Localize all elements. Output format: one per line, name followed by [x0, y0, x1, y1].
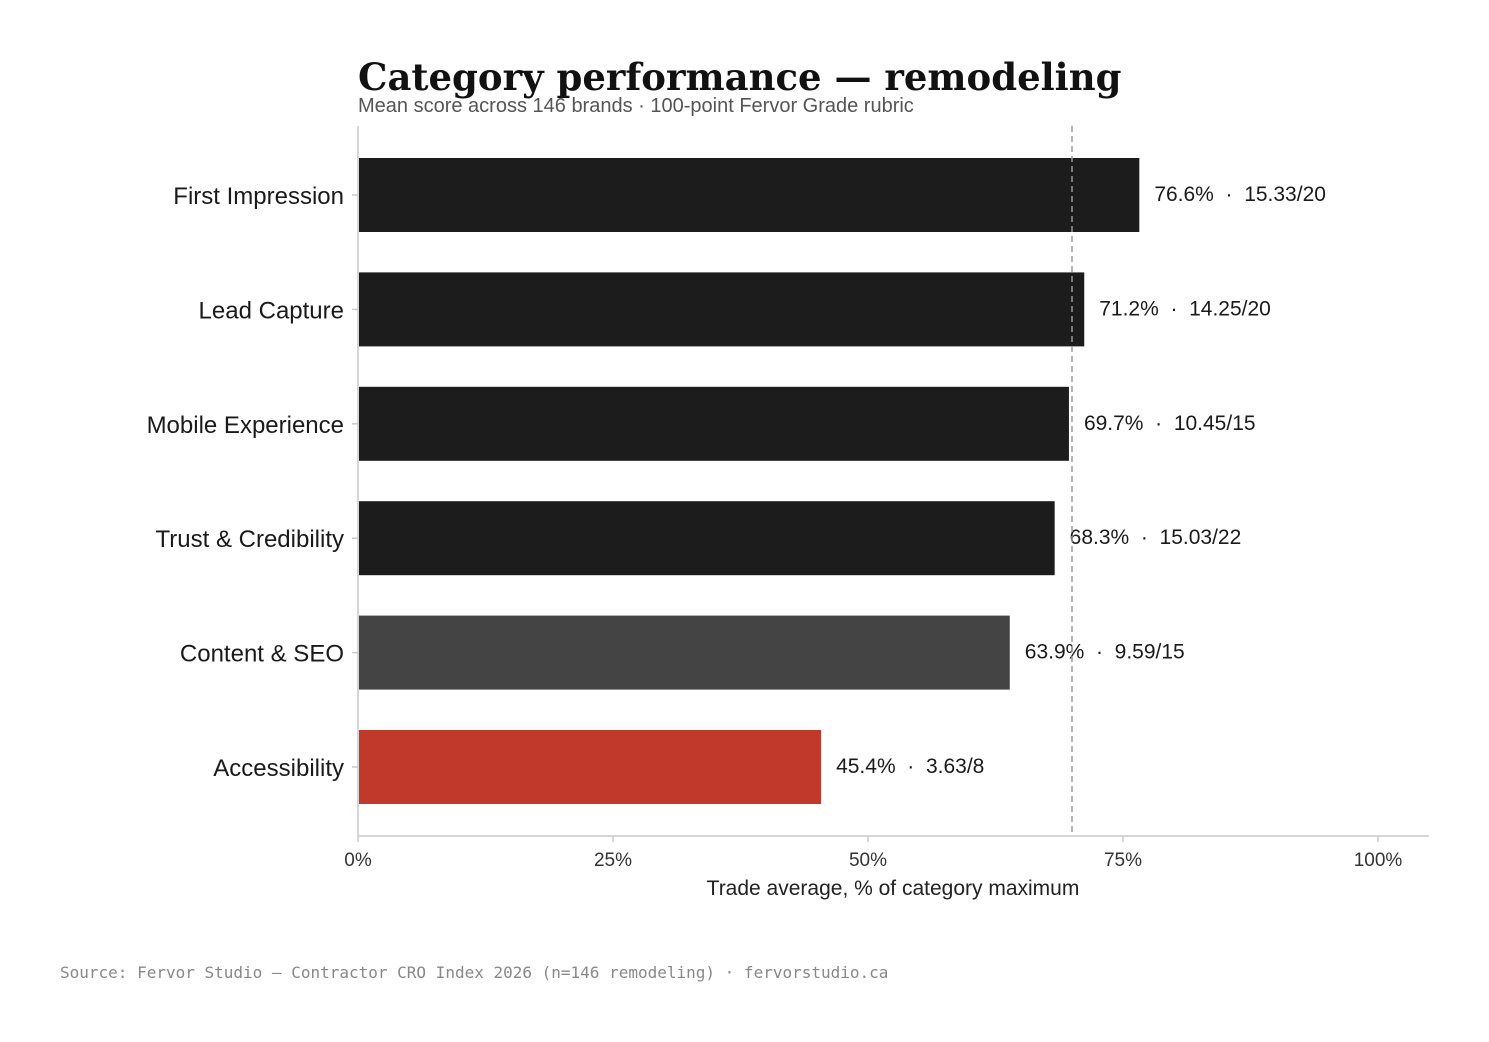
- category-label: Trust & Credibility: [156, 526, 344, 553]
- bar: [359, 501, 1055, 576]
- category-label: Mobile Experience: [147, 412, 344, 439]
- x-tick-label: 0%: [344, 850, 372, 871]
- category-label: Accessibility: [213, 755, 344, 782]
- plot-area: 0% 25% 50% 75% 100% First Impression 76.6% · 1…: [147, 126, 1429, 871]
- bar-value-label: 69.7% · 10.45/15: [1084, 412, 1256, 435]
- category-label: Content & SEO: [180, 641, 344, 668]
- chart-subtitle: Mean score across 146 brands · 100-point…: [358, 95, 914, 117]
- x-tick-label: 50%: [849, 850, 887, 871]
- bar: [359, 386, 1069, 461]
- x-tick-label: 25%: [594, 850, 632, 871]
- chart-title: Category performance — remodeling: [358, 55, 1122, 99]
- bar-value-label: 71.2% · 14.25/20: [1099, 297, 1271, 320]
- bar: [359, 158, 1140, 232]
- x-tick-label: 100%: [1354, 850, 1403, 871]
- x-axis-label: Trade average, % of category maximum: [707, 877, 1080, 900]
- bar-value-label: 45.4% · 3.63/8: [836, 755, 984, 778]
- bar: [359, 615, 1010, 690]
- bar-value-label: 63.9% · 9.59/15: [1025, 641, 1185, 664]
- bar-value-label: 76.6% · 15.33/20: [1154, 183, 1326, 206]
- x-tick-label: 75%: [1104, 850, 1142, 871]
- source-note: Source: Fervor Studio — Contractor CRO I…: [60, 963, 888, 982]
- bar: [359, 730, 822, 804]
- category-label: Lead Capture: [199, 297, 344, 324]
- bar-value-label: 68.3% · 15.03/22: [1070, 526, 1242, 549]
- bar: [359, 272, 1085, 347]
- category-label: First Impression: [173, 183, 344, 210]
